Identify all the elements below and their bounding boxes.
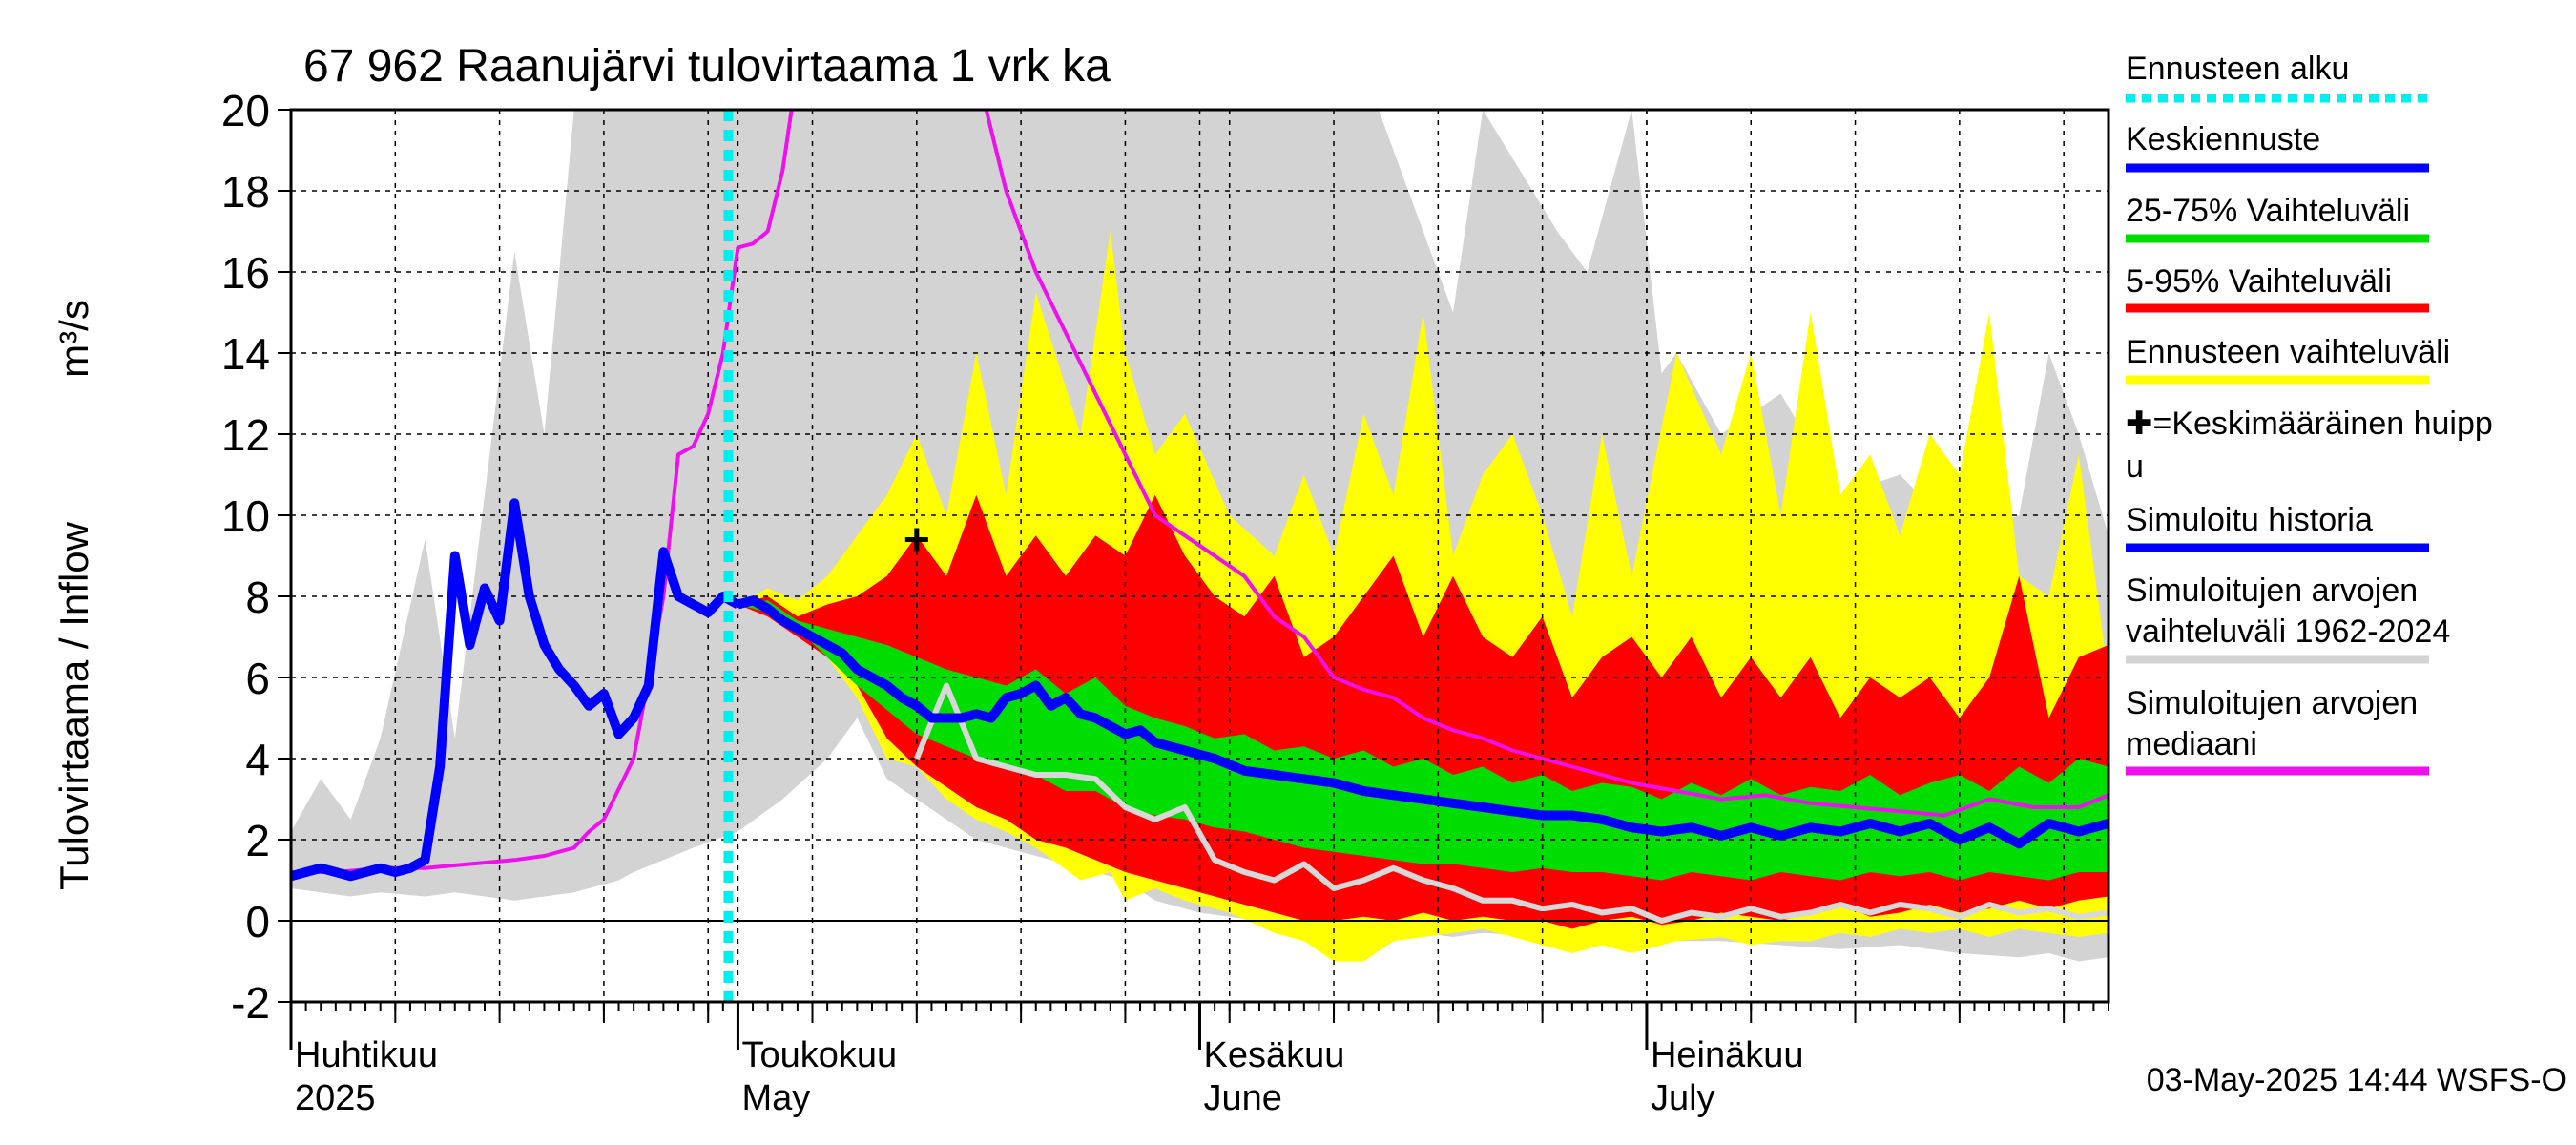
- y-tick-label: -2: [231, 978, 270, 1028]
- y-tick-label: 0: [245, 897, 270, 947]
- y-tick-label: 10: [221, 491, 270, 541]
- x-month-sublabel: June: [1204, 1078, 1282, 1118]
- y-tick-label: 4: [245, 735, 270, 784]
- y-tick-label: 2: [245, 816, 270, 865]
- legend-label: Simuloitujen arvojen: [2126, 685, 2418, 721]
- x-month-label: Huhtikuu: [295, 1035, 438, 1075]
- y-axis-label: Tulovirtaama / Inflow: [52, 521, 96, 890]
- y-tick-label: 12: [221, 410, 270, 460]
- y-tick-label: 16: [221, 248, 270, 298]
- y-tick-label: 8: [245, 572, 270, 622]
- legend-label: 25-75% Vaihteluväli: [2126, 193, 2410, 229]
- legend-label-line2: mediaani: [2126, 726, 2257, 762]
- legend-label: 5-95% Vaihteluväli: [2126, 263, 2392, 300]
- legend-label: Keskiennuste: [2126, 121, 2320, 157]
- mean-peak-marker: [904, 528, 928, 552]
- y-tick-label: 14: [221, 329, 270, 379]
- legend-label-line2: vaihteluväli 1962-2024: [2126, 614, 2450, 650]
- line-keskiennuste: [737, 595, 2109, 849]
- line-simuloitu-mediaani-harmaa-: [914, 682, 2109, 924]
- legend-label: Ennusteen vaihteluväli: [2126, 334, 2450, 370]
- legend-label: Simuloitujen arvojen: [2126, 572, 2418, 609]
- x-month-sublabel: July: [1651, 1078, 1715, 1118]
- line-simuloitu-historia: [291, 498, 740, 882]
- legend-label-line2: u: [2126, 448, 2144, 485]
- y-axis-unit: m³/s: [52, 300, 96, 378]
- line-simuloitujen-arvojen-mediaani: [291, 110, 2109, 874]
- legend-label: Simuloitu historia: [2126, 502, 2373, 538]
- x-month-label: Kesäkuu: [1204, 1035, 1345, 1075]
- y-tick-label: 20: [221, 86, 270, 135]
- y-tick-label: 18: [221, 167, 270, 217]
- band-3: [737, 600, 2109, 881]
- footer-timestamp: 03-May-2025 14:44 WSFS-O: [2147, 1062, 2566, 1098]
- x-month-label: Toukokuu: [741, 1035, 897, 1075]
- x-month-sublabel: 2025: [295, 1078, 376, 1118]
- y-tick-label: 6: [245, 654, 270, 703]
- x-month-sublabel: May: [741, 1078, 810, 1118]
- legend-label: ✚=Keskimääräinen huipp: [2126, 406, 2493, 442]
- x-month-label: Heinäkuu: [1651, 1035, 1804, 1075]
- legend-label: Ennusteen alku: [2126, 51, 2349, 87]
- chart-title: 67 962 Raanujärvi tulovirtaama 1 vrk ka: [303, 41, 1111, 92]
